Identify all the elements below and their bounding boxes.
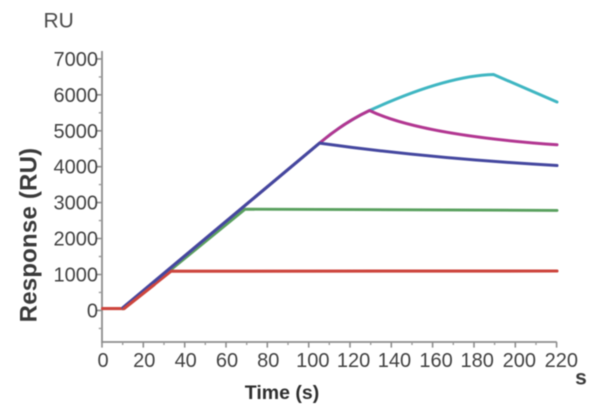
svg-text:60: 60	[216, 350, 238, 372]
svg-text:140: 140	[378, 350, 411, 372]
svg-text:120: 120	[337, 350, 370, 372]
svg-text:2000: 2000	[54, 229, 99, 251]
svg-text:80: 80	[257, 350, 279, 372]
svg-text:4000: 4000	[54, 157, 99, 179]
svg-text:RU: RU	[44, 10, 74, 33]
svg-text:7000: 7000	[54, 49, 99, 71]
svg-text:3000: 3000	[54, 193, 99, 215]
svg-text:Response (RU): Response (RU)	[16, 148, 43, 323]
svg-text:1000: 1000	[54, 265, 99, 287]
svg-text:20: 20	[133, 350, 155, 372]
svg-text:220: 220	[545, 350, 578, 372]
svg-text:180: 180	[461, 350, 494, 372]
svg-text:40: 40	[175, 350, 197, 372]
svg-text:0: 0	[87, 300, 98, 322]
svg-text:5000: 5000	[54, 121, 99, 143]
svg-text:6000: 6000	[54, 85, 99, 107]
svg-text:Time (s): Time (s)	[245, 382, 319, 404]
svg-text:s: s	[575, 367, 587, 390]
svg-text:200: 200	[503, 350, 536, 372]
svg-text:100: 100	[296, 350, 329, 372]
svg-text:160: 160	[419, 350, 452, 372]
svg-text:0: 0	[97, 350, 108, 372]
